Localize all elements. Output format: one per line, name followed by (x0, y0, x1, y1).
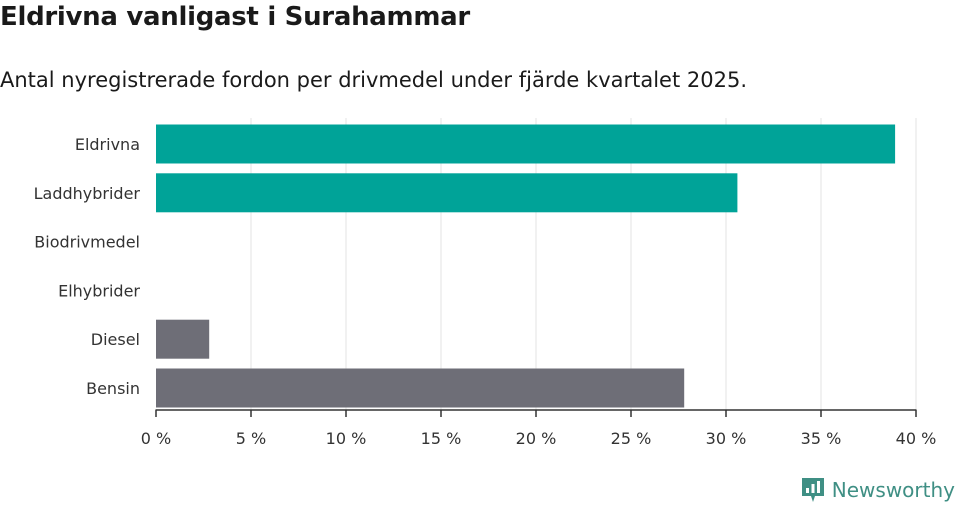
bar (156, 173, 738, 213)
newsworthy-logo-icon (801, 478, 824, 502)
bar (156, 124, 896, 164)
category-label: Diesel (91, 330, 140, 349)
chart-subtitle: Antal nyregistrerade fordon per drivmede… (0, 68, 748, 92)
x-tick-label: 25 % (611, 429, 652, 448)
brand-name: Newsworthy (831, 478, 955, 502)
category-label: Bensin (86, 379, 140, 398)
category-label: Elhybrider (58, 281, 140, 300)
bar (156, 368, 685, 408)
x-tick-label: 5 % (236, 429, 266, 448)
x-tick-label: 30 % (706, 429, 747, 448)
category-label: Biodrivmedel (34, 233, 140, 252)
bar (156, 319, 210, 359)
x-tick-label: 40 % (896, 429, 937, 448)
brand-logo: Newsworthy (800, 476, 955, 504)
category-label: Laddhybrider (34, 184, 141, 203)
x-tick-label: 0 % (141, 429, 171, 448)
x-tick-label: 35 % (801, 429, 842, 448)
x-tick-label: 20 % (516, 429, 557, 448)
bar-chart: Eldrivna Laddhybrider Biodrivmedel Elhybrid… (34, 118, 937, 448)
x-tick-label: 15 % (421, 429, 462, 448)
x-tick-label: 10 % (326, 429, 367, 448)
chart-title: Eldrivna vanligast i Surahammar (0, 2, 470, 32)
category-label: Eldrivna (75, 135, 140, 154)
